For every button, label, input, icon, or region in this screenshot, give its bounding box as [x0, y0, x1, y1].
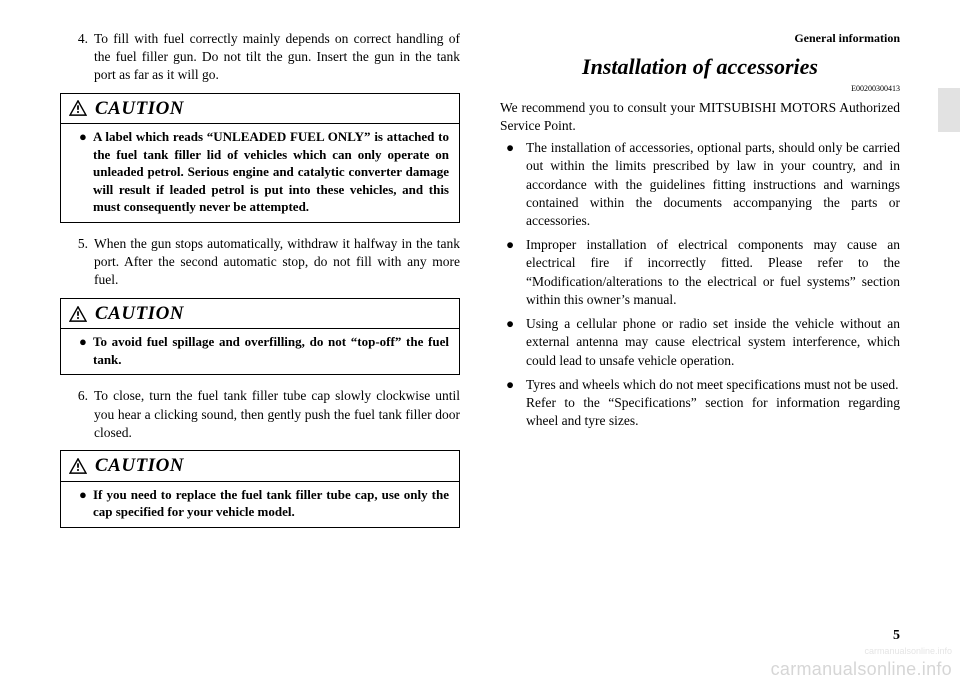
caution-title: CAUTION: [95, 453, 184, 479]
numbered-list: 6. To close, turn the fuel tank filler t…: [60, 387, 460, 442]
item-text: When the gun stops automatically, withdr…: [94, 235, 460, 290]
caution-title: CAUTION: [95, 96, 184, 122]
item-text: To fill with fuel correctly mainly depen…: [94, 30, 460, 85]
caution-body: ● A label which reads “UNLEADED FUEL ONL…: [61, 124, 459, 222]
caution-box: CAUTION ● A label which reads “UNLEADED …: [60, 93, 460, 223]
caution-text: To avoid fuel spillage and overfilling, …: [93, 333, 449, 368]
bullet-text: Improper installation of electrical comp…: [526, 236, 900, 309]
caution-body: ● To avoid fuel spillage and overfilling…: [61, 329, 459, 374]
watermark: carmanualsonline.info: [771, 659, 952, 680]
numbered-list: 4. To fill with fuel correctly mainly de…: [60, 30, 460, 85]
side-tab: [938, 88, 960, 132]
section-title: Installation of accessories: [500, 52, 900, 82]
caution-header: CAUTION: [61, 451, 459, 482]
caution-box: CAUTION ● If you need to replace the fue…: [60, 450, 460, 528]
warning-triangle-icon: [69, 306, 87, 322]
list-item: 4. To fill with fuel correctly mainly de…: [60, 30, 460, 85]
numbered-list: 5. When the gun stops automatically, wit…: [60, 235, 460, 290]
caution-text: If you need to replace the fuel tank fil…: [93, 486, 449, 521]
list-item: ● The installation of accessories, optio…: [500, 139, 900, 230]
bullet-icon: ●: [500, 139, 526, 230]
item-number: 4.: [60, 30, 94, 85]
bullet-icon: ●: [79, 333, 93, 368]
item-number: 6.: [60, 387, 94, 442]
bullet-icon: ●: [500, 376, 526, 431]
bullet-icon: ●: [500, 315, 526, 370]
page-header: General information: [500, 30, 900, 46]
bullet-list: ● The installation of accessories, optio…: [500, 139, 900, 430]
list-item: 6. To close, turn the fuel tank filler t…: [60, 387, 460, 442]
bullet-text: Tyres and wheels which do not meet speci…: [526, 376, 900, 431]
bullet-icon: ●: [79, 128, 93, 216]
bullet-icon: ●: [79, 486, 93, 521]
page-content: 4. To fill with fuel correctly mainly de…: [0, 0, 960, 640]
reference-code: E00200300413: [500, 84, 900, 95]
right-column: General information Installation of acce…: [500, 30, 900, 640]
watermark-small: carmanualsonline.info: [864, 646, 952, 656]
warning-triangle-icon: [69, 100, 87, 116]
caution-title: CAUTION: [95, 301, 184, 327]
intro-paragraph: We recommend you to consult your MITSUBI…: [500, 99, 900, 135]
caution-header: CAUTION: [61, 299, 459, 330]
bullet-text: The installation of accessories, optiona…: [526, 139, 900, 230]
list-item: ● Tyres and wheels which do not meet spe…: [500, 376, 900, 431]
bullet-text: Using a cellular phone or radio set insi…: [526, 315, 900, 370]
item-text: To close, turn the fuel tank filler tube…: [94, 387, 460, 442]
page-number: 5: [893, 628, 900, 644]
caution-body: ● If you need to replace the fuel tank f…: [61, 482, 459, 527]
item-number: 5.: [60, 235, 94, 290]
caution-text: A label which reads “UNLEADED FUEL ONLY”…: [93, 128, 449, 216]
caution-header: CAUTION: [61, 94, 459, 125]
bullet-icon: ●: [500, 236, 526, 309]
left-column: 4. To fill with fuel correctly mainly de…: [60, 30, 460, 640]
caution-box: CAUTION ● To avoid fuel spillage and ove…: [60, 298, 460, 376]
list-item: ● Using a cellular phone or radio set in…: [500, 315, 900, 370]
warning-triangle-icon: [69, 458, 87, 474]
list-item: ● Improper installation of electrical co…: [500, 236, 900, 309]
list-item: 5. When the gun stops automatically, wit…: [60, 235, 460, 290]
